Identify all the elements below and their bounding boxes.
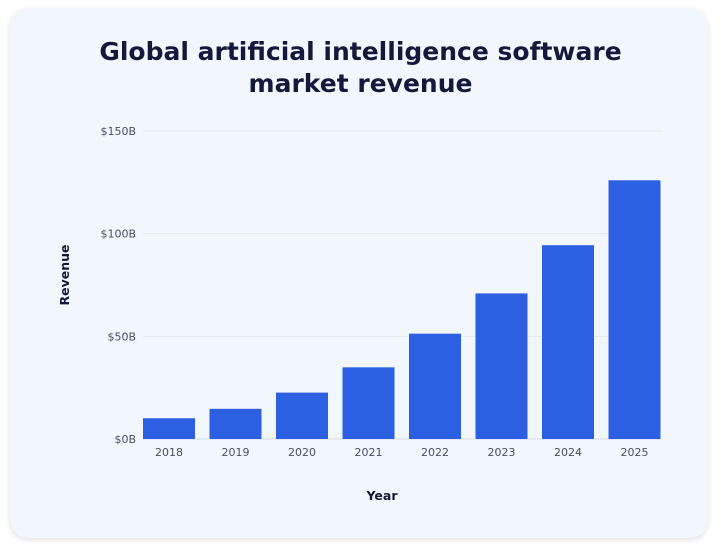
bar-2023 <box>475 293 528 439</box>
bar-2019 <box>209 408 262 439</box>
x-tick-label: 2024 <box>554 446 582 459</box>
bar-2022 <box>409 333 461 439</box>
y-tick-label: $100B <box>100 228 136 241</box>
x-axis-label: Year <box>366 488 399 503</box>
bar-2025 <box>608 180 661 439</box>
bar-2018 <box>143 418 195 439</box>
chart-title-line1: Global artificial intelligence software <box>99 37 622 66</box>
y-tick-label: $50B <box>107 330 136 343</box>
bar-2021 <box>342 367 395 439</box>
x-tick-label: 2019 <box>222 446 250 459</box>
bar-2024 <box>542 245 594 439</box>
y-axis-label: Revenue <box>57 244 72 305</box>
y-tick-label: $150B <box>100 125 136 138</box>
x-tick-label: 2025 <box>621 446 649 459</box>
y-tick-label: $0B <box>114 433 136 446</box>
x-tick-label: 2018 <box>155 446 183 459</box>
x-tick-label: 2023 <box>488 446 516 459</box>
x-tick-label: 2020 <box>288 446 316 459</box>
chart-title: Global artificial intelligence software … <box>0 36 721 100</box>
chart-title-line2: market revenue <box>248 69 473 98</box>
bar-2020 <box>276 392 328 439</box>
x-tick-label: 2022 <box>421 446 449 459</box>
x-tick-label: 2021 <box>355 446 383 459</box>
